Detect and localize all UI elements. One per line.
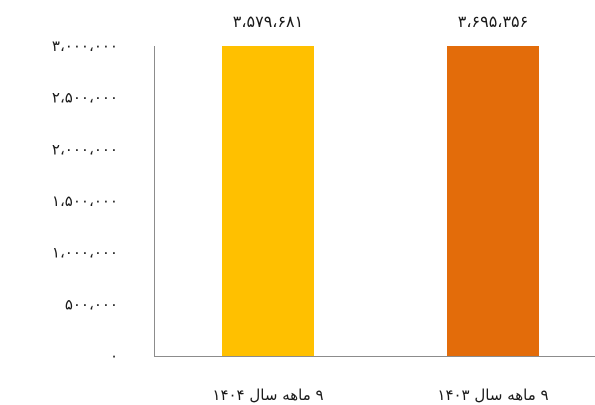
y-tick-label: ۳،۰۰۰،۰۰۰ bbox=[52, 37, 118, 55]
bar bbox=[447, 46, 539, 356]
bars bbox=[222, 46, 539, 356]
data-labels: ۳،۵۷۹،۶۸۱ ۳،۶۹۵،۳۵۶ bbox=[233, 12, 528, 31]
x-tick-label: ۹ ماهه سال ۱۴۰۴ bbox=[212, 386, 323, 404]
bar bbox=[222, 46, 314, 356]
y-tick-label: ۱،۰۰۰،۰۰۰ bbox=[52, 244, 118, 262]
data-label: ۳،۶۹۵،۳۵۶ bbox=[458, 12, 528, 31]
x-tick-label: ۹ ماهه سال ۱۴۰۳ bbox=[437, 386, 548, 404]
y-tick-label: ۱،۵۰۰،۰۰۰ bbox=[52, 192, 118, 210]
y-tick-label: ۵۰۰،۰۰۰ bbox=[65, 295, 118, 313]
y-tick-label: ۰ bbox=[110, 347, 118, 365]
y-axis-ticks: ۰ ۵۰۰،۰۰۰ ۱،۰۰۰،۰۰۰ ۱،۵۰۰،۰۰۰ ۲،۰۰۰،۰۰۰ ۲،۵۰۰… bbox=[52, 37, 118, 365]
x-axis-ticks: ۹ ماهه سال ۱۴۰۴ ۹ ماهه سال ۱۴۰۳ bbox=[212, 386, 548, 404]
y-tick-label: ۲،۰۰۰،۰۰۰ bbox=[52, 140, 118, 158]
y-tick-label: ۲،۵۰۰،۰۰۰ bbox=[52, 89, 118, 107]
chart-axes bbox=[154, 46, 595, 357]
data-label: ۳،۵۷۹،۶۸۱ bbox=[233, 12, 303, 31]
